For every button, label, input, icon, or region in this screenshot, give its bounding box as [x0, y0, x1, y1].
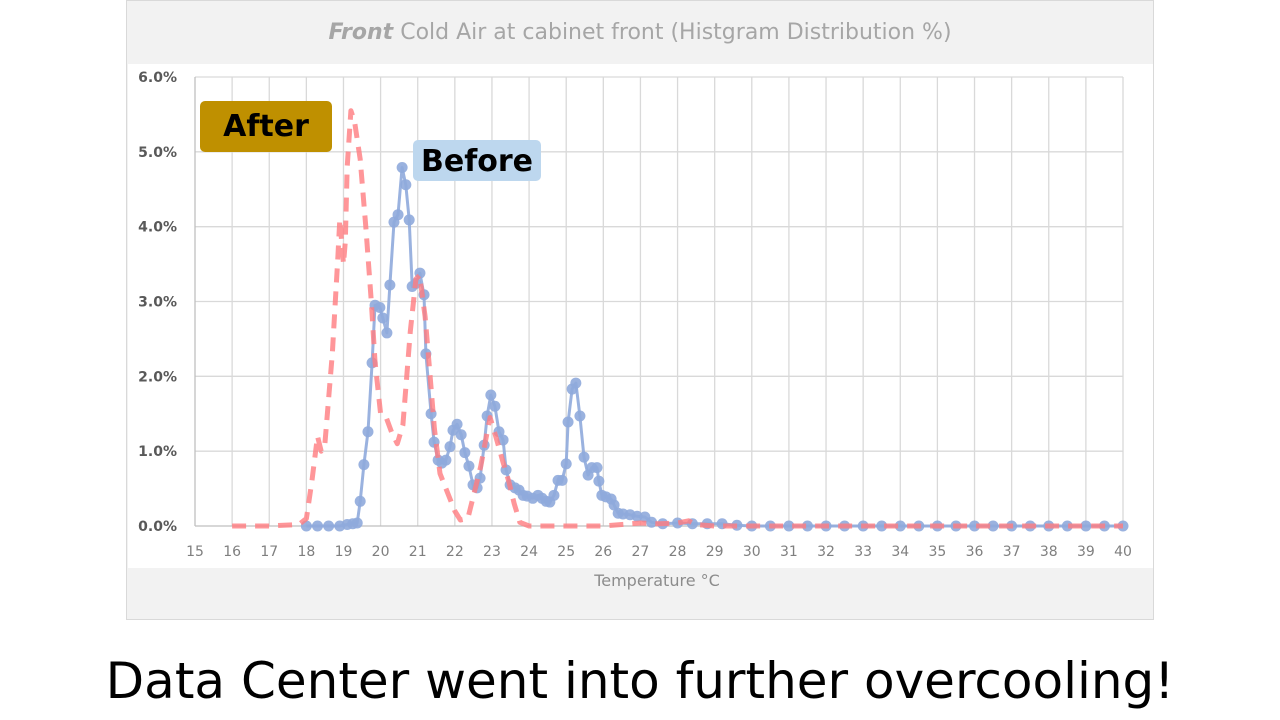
before-data-point — [459, 447, 471, 459]
slide-caption: Data Center went into further overcoolin… — [105, 652, 1175, 710]
before-data-point — [876, 520, 888, 532]
after-annotation: After — [200, 101, 332, 152]
x-tick-label: 36 — [966, 544, 984, 560]
x-tick-label: 35 — [928, 544, 946, 560]
chart-title: Front Cold Air at cabinet front (Histgra… — [126, 20, 1154, 45]
before-data-point — [489, 400, 501, 412]
x-tick-label: 18 — [297, 544, 315, 560]
before-data-point — [556, 474, 568, 486]
before-data-point — [591, 462, 603, 474]
chart-title-bold: Front — [328, 20, 394, 45]
y-tick-label: 5.0% — [138, 145, 177, 161]
x-tick-label: 31 — [780, 544, 798, 560]
before-data-point — [384, 279, 396, 291]
before-data-point — [374, 301, 386, 313]
before-data-point — [463, 460, 475, 472]
x-tick-label: 21 — [409, 544, 427, 560]
after-series-line — [232, 108, 1123, 529]
before-data-point — [485, 389, 497, 401]
before-data-point — [608, 499, 620, 511]
x-tick-label: 38 — [1040, 544, 1058, 560]
before-data-point — [497, 434, 509, 446]
before-data-point — [362, 426, 374, 438]
x-tick-label: 30 — [743, 544, 761, 560]
before-data-point — [451, 418, 463, 430]
x-tick-label: 26 — [594, 544, 612, 560]
x-tick-label: 22 — [446, 544, 464, 560]
y-tick-label: 6.0% — [138, 70, 177, 86]
before-data-point — [396, 162, 408, 174]
x-tick-label: 24 — [520, 544, 538, 560]
before-data-point — [894, 520, 906, 532]
x-tick-label: 27 — [632, 544, 650, 560]
before-data-point — [400, 179, 412, 191]
before-data-point — [311, 520, 323, 532]
x-tick-label: 32 — [817, 544, 835, 560]
before-data-point — [969, 520, 981, 532]
before-data-point — [574, 410, 586, 422]
x-tick-label: 37 — [1003, 544, 1021, 560]
x-tick-label: 17 — [260, 544, 278, 560]
before-data-point — [444, 441, 456, 453]
y-tick-label: 1.0% — [138, 444, 177, 460]
before-data-point — [987, 520, 999, 532]
y-tick-label: 3.0% — [138, 295, 177, 311]
before-data-point — [1080, 520, 1092, 532]
before-data-point — [548, 489, 560, 501]
before-data-point — [593, 475, 605, 487]
before-data-point — [351, 517, 363, 529]
before-data-point — [392, 209, 404, 221]
before-data-point — [783, 520, 795, 532]
before-data-point — [560, 458, 572, 470]
before-data-point — [354, 495, 366, 507]
x-tick-label: 25 — [557, 544, 575, 560]
x-tick-label: 29 — [706, 544, 724, 560]
x-tick-label: 23 — [483, 544, 501, 560]
before-data-point — [377, 312, 389, 324]
before-data-point — [403, 214, 415, 226]
x-tick-label: 19 — [335, 544, 353, 560]
x-axis-label: Temperature °C — [594, 571, 720, 590]
chart-title-text: Cold Air at cabinet front (Histgram Dist… — [400, 20, 952, 45]
before-data-point — [578, 451, 590, 463]
y-tick-label: 4.0% — [138, 220, 177, 236]
before-data-point — [570, 377, 582, 389]
before-data-point — [323, 520, 335, 532]
x-tick-label: 39 — [1077, 544, 1095, 560]
before-data-point — [562, 416, 574, 428]
x-tick-label: 16 — [223, 544, 241, 560]
before-annotation: Before — [413, 140, 541, 181]
x-tick-label: 28 — [669, 544, 687, 560]
x-tick-label: 33 — [854, 544, 872, 560]
y-tick-label: 0.0% — [138, 519, 177, 535]
before-data-point — [440, 454, 452, 466]
y-tick-label: 2.0% — [138, 369, 177, 385]
x-tick-label: 20 — [372, 544, 390, 560]
x-tick-label: 40 — [1114, 544, 1132, 560]
x-tick-label: 15 — [186, 544, 204, 560]
before-data-point — [1061, 520, 1073, 532]
before-data-point — [801, 520, 813, 532]
before-data-point — [646, 516, 658, 528]
before-data-point — [455, 429, 467, 441]
before-data-point — [381, 327, 393, 339]
x-tick-label: 34 — [891, 544, 909, 560]
before-data-point — [358, 459, 370, 471]
